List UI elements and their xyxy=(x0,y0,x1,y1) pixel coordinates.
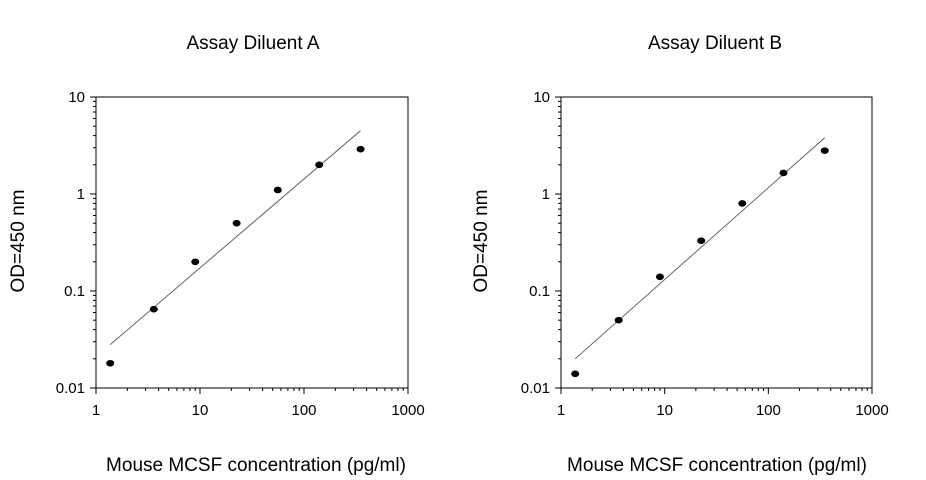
panel-a-data-point xyxy=(356,145,365,153)
panel-b-fit-line xyxy=(574,137,826,360)
panel-b-y-tick-label: 0.01 xyxy=(521,380,550,397)
panel-a-x-tick-label: 1 xyxy=(92,402,100,419)
panel-b-data-point xyxy=(697,237,706,245)
panel-a-title: Assay Diluent A xyxy=(186,33,319,54)
panel-b-y-tick-label: 10 xyxy=(533,89,550,106)
panel-a-y-tick-label: 0.01 xyxy=(56,380,85,397)
panel-b: Assay Diluent B OD=450 nm Mouse MCSF con… xyxy=(471,33,889,476)
panel-a: Assay Diluent A OD=450 nm Mouse MCSF con… xyxy=(8,33,425,476)
panel-b-plot-area: 1 10 100 1000 0.01 0.1 1 10 xyxy=(521,89,889,419)
panel-b-y-tick-label: 0.1 xyxy=(529,283,550,300)
panel-a-y-tick-label: 0.1 xyxy=(64,283,85,300)
panel-b-x-tick-label: 1000 xyxy=(855,402,888,419)
panel-a-plot-frame xyxy=(95,96,409,389)
panel-a-plot-area: 1 10 100 1000 0.01 0.1 1 10 xyxy=(56,89,425,419)
panel-a-y-tick-label: 1 xyxy=(77,186,85,203)
panel-a-data-point xyxy=(149,305,158,313)
panel-b-data-point xyxy=(738,200,747,207)
panel-b-data-point xyxy=(820,147,829,154)
panel-a-x-axis-label: Mouse MCSF concentration (pg/ml) xyxy=(106,455,406,476)
panel-b-x-axis-label: Mouse MCSF concentration (pg/ml) xyxy=(567,455,867,476)
panel-a-data-point xyxy=(315,161,324,169)
panel-b-data-point xyxy=(655,273,664,281)
panel-b-data-point xyxy=(614,316,623,324)
panel-a-data-point xyxy=(191,258,200,266)
panel-a-y-axis-label: OD=450 nm xyxy=(8,190,29,293)
panel-a-data-point xyxy=(106,359,115,367)
panel-a-data-point xyxy=(273,186,282,194)
panel-a-data-point xyxy=(232,219,241,227)
panel-b-x-tick-label: 1 xyxy=(557,402,565,419)
panel-a-fit-line xyxy=(109,130,361,345)
panel-a-x-tick-label: 10 xyxy=(192,402,209,419)
panel-a-x-tick-label: 1000 xyxy=(391,402,424,419)
panel-b-data-point xyxy=(571,370,580,378)
panel-b-title: Assay Diluent B xyxy=(648,33,782,54)
panel-b-x-tick-label: 100 xyxy=(756,402,781,419)
panel-a-x-tick-label: 100 xyxy=(291,402,316,419)
panel-b-y-axis-label: OD=450 nm xyxy=(471,190,492,293)
panel-b-y-tick-label: 1 xyxy=(542,186,550,203)
panel-b-data-point xyxy=(779,169,788,177)
panel-b-plot-frame xyxy=(560,96,873,389)
panel-a-y-tick-label: 10 xyxy=(68,89,85,106)
panel-b-x-tick-label: 10 xyxy=(656,402,673,419)
